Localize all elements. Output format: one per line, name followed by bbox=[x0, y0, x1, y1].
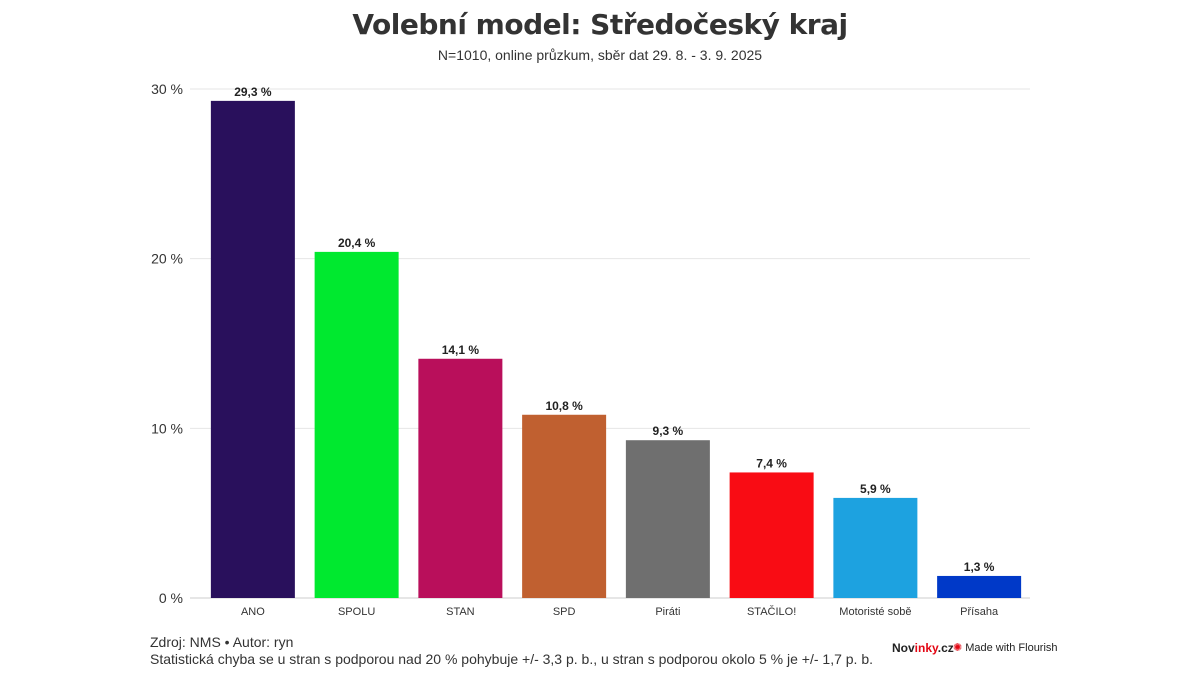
data-label: 29,3 % bbox=[234, 85, 272, 99]
x-tick-label: Motoristé sobě bbox=[839, 606, 911, 618]
y-tick-label: 0 % bbox=[159, 590, 183, 606]
flourish-label: Made with Flourish bbox=[965, 642, 1058, 654]
x-tick-label: Piráti bbox=[655, 606, 680, 618]
flourish-link[interactable]: ✺ Made with Flourish bbox=[953, 641, 1058, 654]
x-tick-label: STAČILO! bbox=[747, 605, 796, 618]
x-tick-label: Přísaha bbox=[960, 606, 999, 618]
data-label: 14,1 % bbox=[442, 343, 480, 357]
data-label: 10,8 % bbox=[545, 399, 583, 413]
error-note: Statistická chyba se u stran s podporou … bbox=[150, 651, 874, 667]
bar bbox=[625, 440, 710, 598]
x-tick-label: STAN bbox=[446, 606, 475, 618]
data-label: 1,3 % bbox=[964, 560, 995, 574]
y-tick-label: 20 % bbox=[151, 251, 183, 267]
novinky-logo[interactable]: Novinky.cz bbox=[892, 641, 954, 655]
bar bbox=[522, 414, 607, 598]
bar bbox=[418, 358, 503, 598]
y-tick-label: 30 % bbox=[151, 81, 183, 97]
bar bbox=[210, 100, 295, 599]
data-label: 9,3 % bbox=[653, 424, 684, 438]
bar bbox=[729, 472, 814, 598]
bar bbox=[833, 497, 918, 598]
x-tick-label: SPOLU bbox=[338, 606, 375, 618]
data-label: 20,4 % bbox=[338, 236, 376, 250]
logo-part: .cz bbox=[937, 641, 954, 655]
y-tick-label: 10 % bbox=[151, 420, 183, 436]
logo-part: Nov bbox=[892, 641, 915, 655]
bar bbox=[937, 575, 1022, 598]
chart-subtitle: N=1010, online průzkum, sběr dat 29. 8. … bbox=[437, 47, 763, 63]
x-tick-label: ANO bbox=[241, 606, 265, 618]
chart-title: Volební model: Středočeský kraj bbox=[352, 8, 848, 41]
data-label: 7,4 % bbox=[756, 456, 787, 470]
data-label: 5,9 % bbox=[860, 482, 891, 496]
source-note: Zdroj: NMS • Autor: ryn bbox=[150, 634, 294, 650]
logo-part: inky bbox=[914, 641, 938, 655]
flourish-icon: ✺ bbox=[953, 642, 963, 654]
bar bbox=[314, 251, 399, 598]
x-tick-label: SPD bbox=[553, 606, 576, 618]
